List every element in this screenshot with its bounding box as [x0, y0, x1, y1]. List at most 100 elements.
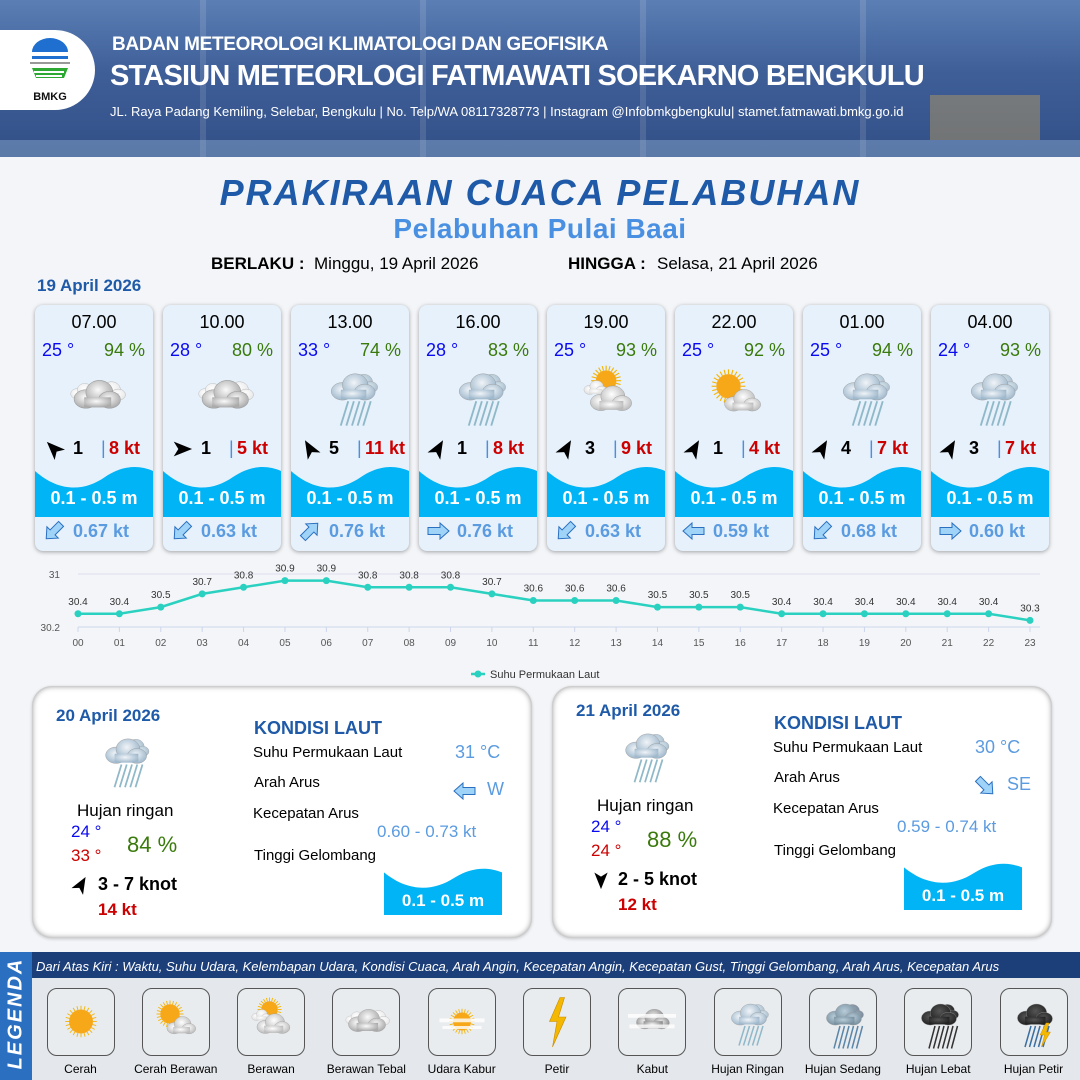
legend-label: Cerah: [64, 1062, 97, 1076]
forecast-card-07.00: 07.00 25 ° 94 % 1 | 8 kt 0.1 - 0.5 m 0.6…: [35, 305, 153, 551]
data-point: [529, 597, 537, 604]
data-label: 30.7: [192, 577, 212, 588]
data-label: 30.4: [772, 597, 792, 608]
current-direction-icon: [41, 518, 67, 544]
legend-item-cerah: Cerah: [33, 988, 128, 1076]
wave-height-label: Tinggi Gelombang: [254, 847, 377, 864]
current-direction-icon: [937, 518, 963, 544]
current-direction-icon: [972, 773, 998, 799]
data-point: [571, 597, 579, 604]
x-tick-label: 23: [1024, 638, 1036, 649]
x-tick-label: 00: [72, 638, 84, 649]
data-label: 30.4: [855, 597, 875, 608]
data-point: [405, 583, 413, 591]
current-speed: 0.60 kt: [969, 521, 1026, 541]
gust-speed: 12 kt: [618, 895, 657, 914]
data-label: 30.6: [606, 584, 626, 595]
data-point: [322, 577, 330, 585]
gust-speed: 8 kt: [493, 438, 525, 458]
data-label: 30.4: [979, 597, 999, 608]
wave-icon: [803, 463, 921, 517]
data-point: [695, 603, 703, 611]
wave-height: 0.1 - 0.5 m: [562, 488, 650, 508]
legend-label: Berawan: [247, 1062, 295, 1076]
legend-item-berawan: Berawan: [224, 988, 319, 1076]
x-tick-label: 13: [611, 638, 623, 649]
x-tick-label: 04: [238, 638, 250, 649]
sea-surface-temperature-chart: 31 30.2 00 01 02 03 04 05 06 07 08 09 10 11 12 13 14 15 16…: [41, 564, 1041, 681]
current-speed: 0.63 kt: [201, 521, 258, 541]
berawan-tebal-icon: [51, 360, 141, 435]
current-direction-value: W: [487, 779, 504, 799]
wave-icon: [291, 463, 409, 517]
legend-item-kabut: Kabut: [605, 988, 700, 1076]
udara-kabur-icon: [427, 988, 496, 1056]
hujan-ringan-icon: [947, 360, 1037, 435]
x-tick-label: 20: [900, 638, 912, 649]
wind-direction-icon: [591, 870, 611, 890]
berawan-icon: [563, 360, 653, 435]
humidity: 93 %: [615, 340, 657, 360]
current-speed: 0.76 kt: [329, 521, 386, 541]
legend-label: Hujan Ringan: [711, 1062, 784, 1076]
data-label: 30.8: [358, 570, 378, 581]
humidity: 93 %: [999, 340, 1041, 360]
wind-speed: 1: [73, 438, 84, 458]
berawan-tebal-icon: [179, 360, 269, 435]
legend-item-hujan-sedang: Hujan Sedang: [795, 988, 890, 1076]
hujan-ringan-icon: [307, 360, 397, 435]
gust-speed: 14 kt: [98, 900, 137, 919]
wave-height: 0.1 - 0.5 m: [306, 488, 394, 508]
gust-speed: 7 kt: [1005, 438, 1037, 458]
x-tick-label: 06: [321, 638, 333, 649]
wave-height: 0.1 - 0.5 m: [178, 488, 266, 508]
current-speed-range: 0.60 - 0.73 kt: [377, 822, 477, 841]
wave-icon: [675, 463, 793, 517]
data-point: [447, 583, 455, 591]
sst-value: 31 °C: [455, 742, 501, 762]
valid-from-label: BERLAKU :: [211, 254, 305, 273]
wave-height-label: Tinggi Gelombang: [774, 842, 897, 859]
data-label: 30.4: [896, 597, 916, 608]
x-tick-label: 16: [735, 638, 747, 649]
wave-height: 0.1 - 0.5 m: [946, 488, 1034, 508]
hujan-petir-icon: [999, 988, 1068, 1056]
series-line: [78, 579, 1031, 622]
port-name: Pelabuhan Pulai Baai: [393, 213, 687, 244]
weather-condition: Hujan ringan: [597, 796, 694, 815]
separator: |: [229, 438, 234, 458]
data-label: 30.8: [399, 570, 419, 581]
data-label: 30.3: [1020, 603, 1040, 614]
data-point: [74, 610, 82, 618]
organization-name: BADAN METEOROLOGI KLIMATOLOGI DAN GEOFIS…: [112, 34, 609, 55]
legend-title: LEGENDA: [4, 957, 27, 1070]
forecast-time: 01.00: [839, 312, 885, 332]
wind-direction-icon: [171, 438, 193, 460]
data-label: 30.9: [275, 564, 295, 575]
wind-speed: 4: [841, 438, 852, 458]
wind-direction-icon: [43, 438, 66, 461]
hujan-ringan-icon: [435, 360, 525, 435]
forecast-card-22.00: 22.00 25 ° 92 % 1 | 4 kt 0.1 - 0.5 m 0.5…: [675, 305, 793, 551]
station-name: STASIUN METEORLOGI FATMAWATI SOEKARNO BE…: [110, 60, 925, 92]
x-tick-label: 10: [486, 638, 498, 649]
valid-to-label: HINGGA :: [568, 254, 646, 273]
data-point: [943, 610, 951, 618]
humidity: 74 %: [359, 340, 401, 360]
x-tick-label: 21: [942, 638, 954, 649]
sst-label: Suhu Permukaan Laut: [773, 739, 923, 756]
air-temperature: 25 °: [682, 340, 715, 360]
air-temperature: 33 °: [298, 340, 331, 360]
gust-speed: 9 kt: [621, 438, 653, 458]
x-tick-label: 12: [569, 638, 581, 649]
legend-item-hujan-lebat: Hujan Lebat: [891, 988, 986, 1076]
current-direction-value: SE: [1007, 774, 1032, 794]
hujan-ringan-icon: [819, 360, 909, 435]
humidity: 92 %: [743, 340, 785, 360]
data-point: [364, 583, 372, 591]
x-tick-label: 08: [404, 638, 416, 649]
data-point: [281, 577, 289, 585]
forecast-time: 13.00: [327, 312, 373, 332]
air-temperature: 25 °: [810, 340, 843, 360]
separator: |: [997, 438, 1002, 458]
